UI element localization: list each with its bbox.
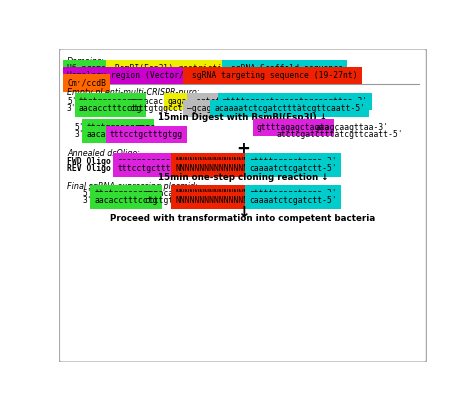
Text: gagacg: gagacg bbox=[168, 97, 197, 106]
Text: tttcctgctttgtgg: tttcctgctttgtgg bbox=[109, 130, 183, 139]
Text: Final sgRNA expressing plasmid:: Final sgRNA expressing plasmid: bbox=[67, 182, 198, 190]
Text: gttttagagctagaa-3': gttttagagctagaa-3' bbox=[249, 189, 337, 198]
Text: 5'-: 5'- bbox=[67, 97, 82, 106]
Text: —gcagag: —gcagag bbox=[187, 104, 221, 113]
Text: gttttagagctagaa-3': gttttagagctagaa-3' bbox=[249, 157, 337, 166]
Text: ttgtggaaaggac: ttgtggaaaggac bbox=[94, 189, 157, 198]
Text: 5'-: 5'- bbox=[82, 189, 97, 198]
Text: —cgtctct: —cgtctct bbox=[191, 97, 230, 106]
Text: BsmBI(Esp3l) restriction site: BsmBI(Esp3l) restriction site bbox=[109, 64, 256, 73]
Text: FWD Oligo 5'-: FWD Oligo 5'- bbox=[67, 157, 130, 166]
Text: 3'-: 3'- bbox=[67, 104, 82, 113]
Text: ttgtggaaaggac: ttgtggaaaggac bbox=[86, 123, 150, 132]
Text: gaaa: gaaa bbox=[137, 123, 156, 132]
Text: Annealed dsOligo:: Annealed dsOligo: bbox=[67, 149, 140, 158]
Text: 3'-: 3'- bbox=[75, 130, 90, 139]
Text: ctttgtggcctctgc: ctttgtggcctctgc bbox=[129, 104, 202, 113]
Text: aacacc: aacacc bbox=[86, 130, 116, 139]
Text: ctttgtgg: ctttgtgg bbox=[145, 196, 183, 205]
Text: gttttagagctagaa: gttttagagctagaa bbox=[257, 123, 330, 132]
Text: 15min Digest with BsmBI(Esp3l) ↓: 15min Digest with BsmBI(Esp3l) ↓ bbox=[158, 113, 328, 122]
Text: aacacctttcctg: aacacctttcctg bbox=[79, 104, 142, 113]
Text: NNNNNNNNNNNNNNNNNNN: NNNNNNNNNNNNNNNNNNN bbox=[175, 157, 268, 166]
Text: 15min one-step cloning reaction ↓: 15min one-step cloning reaction ↓ bbox=[158, 173, 328, 182]
Text: aaaggacgaaacacc: aaaggacgaaacacc bbox=[118, 157, 191, 166]
Text: gaaacacc: gaaacacc bbox=[145, 189, 183, 198]
Text: acaaaatctcgatctttàtcgttcaatt-5': acaaaatctcgatctttàtcgttcaatt-5' bbox=[214, 104, 365, 113]
Text: gttttagagctagaaatagcaagttaa-3': gttttagagctagaaatagcaagttaa-3' bbox=[222, 97, 368, 106]
Text: atagcaagttaa-3': atagcaagttaa-3' bbox=[315, 123, 388, 132]
Text: NNNNNNNNNNNNNNNNNNN: NNNNNNNNNNNNNNNNNNN bbox=[175, 196, 268, 205]
Text: aacacctttcctg: aacacctttcctg bbox=[94, 196, 157, 205]
Text: Cmʳ/ccdB: Cmʳ/ccdB bbox=[67, 79, 106, 88]
Text: ↓: ↓ bbox=[237, 205, 249, 220]
Text: NNNNNNNNNNNNNNNNNNN: NNNNNNNNNNNNNNNNNNN bbox=[175, 164, 268, 173]
Text: NNNNNNNNNNNNNNNNNNN: NNNNNNNNNNNNNNNNNNN bbox=[175, 189, 268, 198]
Text: sgRNA targeting sequence (19-27nt): sgRNA targeting sequence (19-27nt) bbox=[187, 71, 358, 80]
Text: caaaatctcgatctt-5': caaaatctcgatctt-5' bbox=[249, 196, 337, 205]
Text: gaaacaccgg: gaaacaccgg bbox=[129, 97, 178, 106]
Text: sgRNA Scaffold sequence: sgRNA Scaffold sequence bbox=[226, 64, 343, 73]
Text: 3'-: 3'- bbox=[82, 196, 97, 205]
FancyBboxPatch shape bbox=[59, 49, 427, 362]
Text: +: + bbox=[236, 140, 250, 158]
Text: Domains:: Domains: bbox=[67, 57, 105, 66]
Text: Homology region (Vector/Insert): Homology region (Vector/Insert) bbox=[67, 71, 218, 80]
Text: atctcgatctttàtcgttcaatt-5': atctcgatctttàtcgttcaatt-5' bbox=[276, 130, 403, 139]
Text: 5'-: 5'- bbox=[75, 123, 90, 132]
Text: REV Oligo 3'-: REV Oligo 3'- bbox=[67, 164, 130, 173]
Text: Proceed with transformation into competent bacteria: Proceed with transformation into compete… bbox=[110, 214, 375, 223]
Text: ttgtggaaaggac: ttgtggaaaggac bbox=[79, 97, 142, 106]
Text: U6 promotor: U6 promotor bbox=[67, 64, 120, 73]
Text: tttcctgctttgtgg: tttcctgctttgtgg bbox=[118, 164, 191, 173]
Text: caaaatctcgatctt-5': caaaatctcgatctt-5' bbox=[249, 164, 337, 173]
Text: Empty pLenti-multi-CRISPR-puro:: Empty pLenti-multi-CRISPR-puro: bbox=[67, 88, 200, 97]
